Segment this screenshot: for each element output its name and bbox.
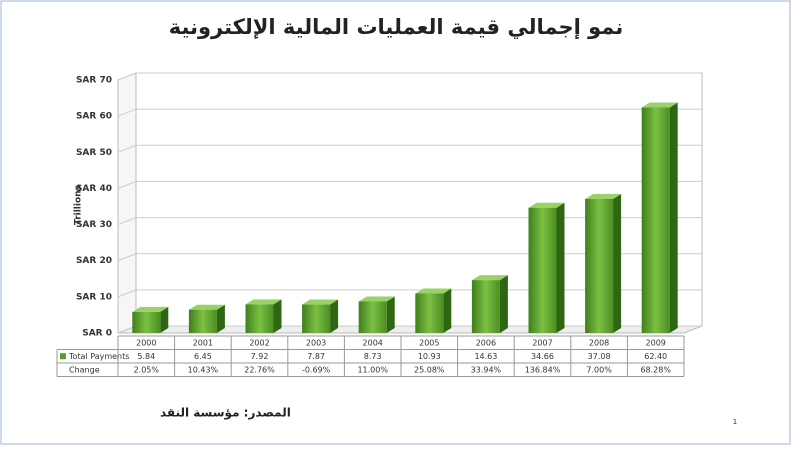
bar bbox=[245, 304, 274, 333]
page-number: 1 bbox=[733, 418, 737, 426]
table-change: 136.84% bbox=[525, 365, 561, 374]
x-tick-label: 2005 bbox=[419, 338, 439, 347]
bar bbox=[471, 280, 500, 333]
grid-line bbox=[117, 108, 702, 117]
y-tick-label: SAR 60 bbox=[76, 112, 112, 122]
x-tick-label: 2007 bbox=[532, 338, 552, 347]
table-change: 25.08% bbox=[414, 365, 445, 374]
x-tick-label: 2009 bbox=[646, 338, 666, 347]
y-tick-label: SAR 10 bbox=[76, 292, 112, 302]
table-change: 2.05% bbox=[134, 365, 160, 374]
bar bbox=[641, 107, 670, 334]
table-value: 6.45 bbox=[194, 352, 212, 361]
y-tick-label: SAR 0 bbox=[82, 329, 112, 339]
bar-top bbox=[358, 296, 395, 302]
bar-top bbox=[245, 299, 282, 305]
table-value: 34.66 bbox=[531, 352, 554, 361]
table-change: 10.43% bbox=[188, 365, 219, 374]
x-tick-label: 2001 bbox=[193, 338, 213, 347]
bar-top bbox=[471, 275, 508, 281]
row-label: Change bbox=[69, 365, 100, 374]
source: المصدر: مؤسسة النقد bbox=[160, 406, 291, 421]
bar-side bbox=[556, 202, 565, 333]
table-value: 8.73 bbox=[364, 352, 382, 361]
bar-top bbox=[585, 193, 622, 199]
table-value: 7.87 bbox=[307, 352, 325, 361]
grid-line bbox=[117, 253, 702, 262]
y-tick-label: SAR 30 bbox=[76, 220, 112, 230]
table-change: 7.00% bbox=[586, 365, 612, 374]
bar-side bbox=[386, 296, 395, 333]
table-change: 22.76% bbox=[244, 365, 275, 374]
x-tick-label: 2002 bbox=[249, 338, 269, 347]
bar-side bbox=[273, 299, 282, 333]
bar-side bbox=[613, 193, 622, 333]
bar-side bbox=[330, 299, 339, 333]
bar bbox=[415, 293, 444, 333]
chart-title: نمو إجمالي قيمة العمليات المالية الإلكتر… bbox=[169, 15, 623, 39]
grid-line bbox=[117, 180, 702, 189]
table-value: 37.08 bbox=[588, 352, 611, 361]
table-value: 62.40 bbox=[644, 352, 667, 361]
bar-side bbox=[499, 275, 508, 333]
legend-swatch bbox=[60, 353, 66, 360]
legend-label: Total Payments bbox=[68, 352, 129, 361]
bar-top bbox=[528, 202, 565, 208]
side-wall bbox=[117, 72, 137, 334]
bar-side bbox=[443, 288, 452, 333]
bar bbox=[188, 309, 217, 333]
bar-side bbox=[669, 102, 678, 334]
bar bbox=[585, 198, 614, 333]
bar bbox=[132, 311, 161, 333]
x-tick-label: 2004 bbox=[363, 338, 383, 347]
grid-line bbox=[117, 72, 702, 81]
bar bbox=[358, 301, 387, 333]
table-change: 33.94% bbox=[471, 365, 502, 374]
table-change: -0.69% bbox=[302, 365, 331, 374]
x-tick-label: 2006 bbox=[476, 338, 496, 347]
bar bbox=[528, 207, 557, 333]
grid-line bbox=[117, 289, 702, 298]
x-tick-label: 2000 bbox=[136, 338, 156, 347]
table-change: 11.00% bbox=[357, 365, 388, 374]
bar-top bbox=[188, 304, 225, 310]
y-tick-label: SAR 50 bbox=[76, 148, 112, 158]
bar bbox=[302, 304, 331, 333]
bar-side bbox=[216, 304, 225, 333]
y-tick-label: SAR 40 bbox=[76, 184, 112, 194]
table-value: 5.84 bbox=[137, 352, 155, 361]
x-tick-label: 2008 bbox=[589, 338, 609, 347]
bar-top bbox=[641, 102, 678, 108]
table-value: 7.92 bbox=[251, 352, 269, 361]
y-tick-label: SAR 20 bbox=[76, 256, 112, 266]
bar-top bbox=[415, 288, 452, 294]
grid-line bbox=[117, 217, 702, 226]
bar-top bbox=[132, 306, 169, 312]
table-value: 14.63 bbox=[474, 352, 497, 361]
table-change: 68.28% bbox=[640, 365, 671, 374]
table-value: 10.93 bbox=[418, 352, 441, 361]
bar-side bbox=[160, 306, 169, 333]
x-tick-label: 2003 bbox=[306, 338, 326, 347]
bar-top bbox=[302, 299, 339, 305]
grid-line bbox=[117, 144, 702, 153]
y-axis-label: Trillions bbox=[74, 185, 84, 225]
y-tick-label: SAR 70 bbox=[76, 76, 112, 86]
